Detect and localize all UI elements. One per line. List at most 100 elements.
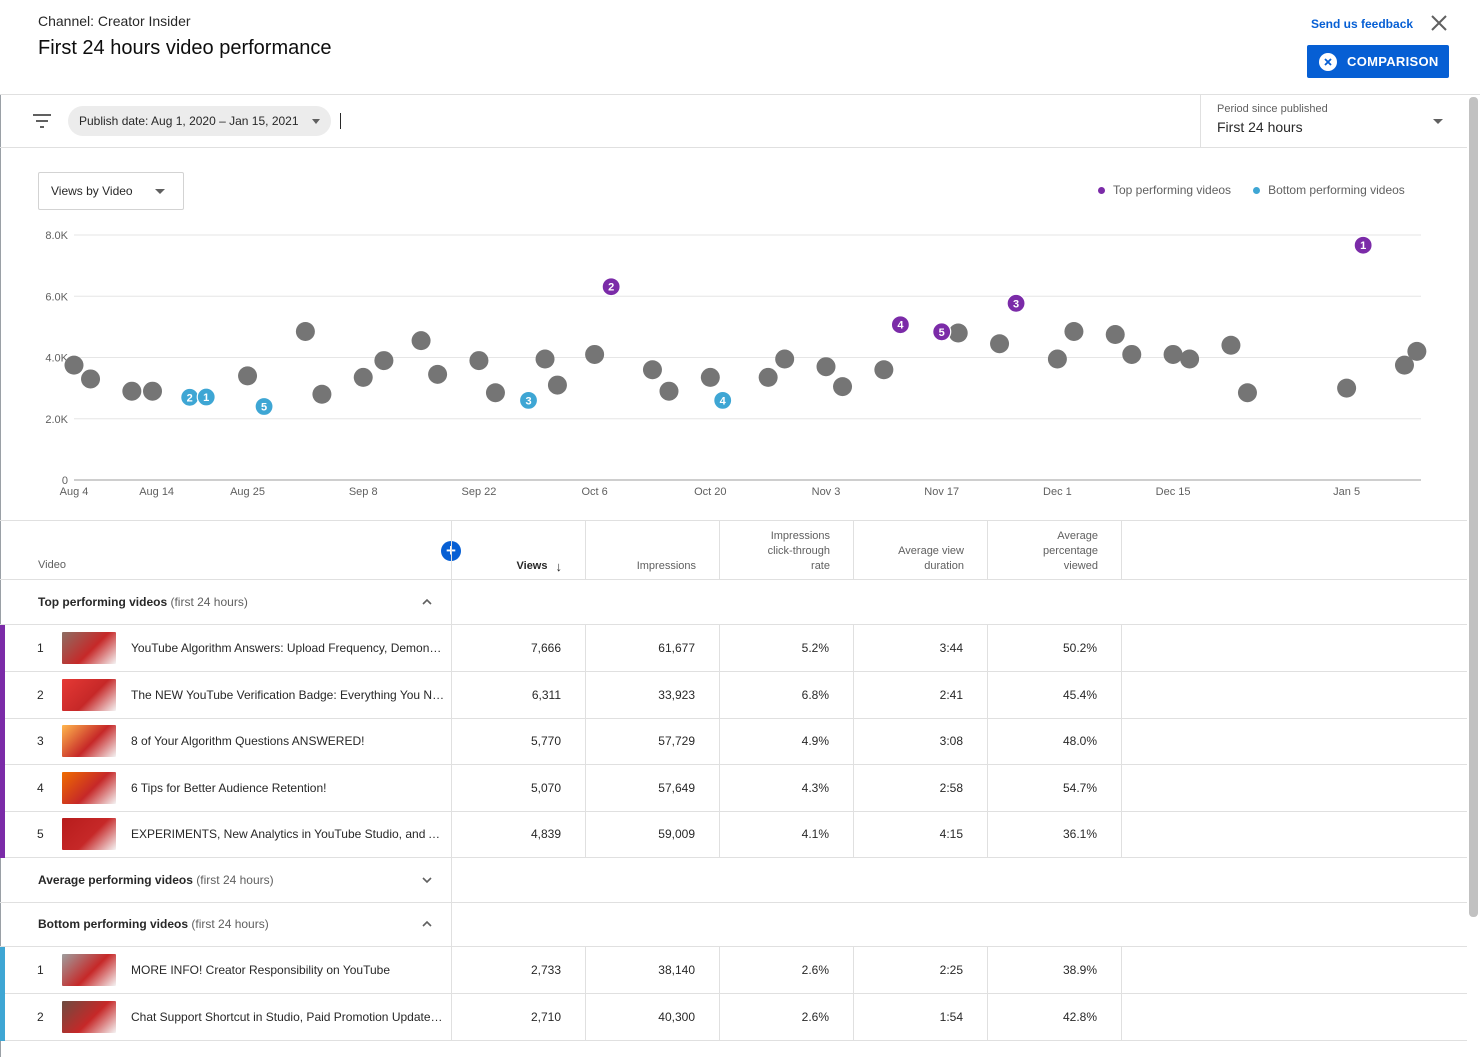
- data-point-bottom-1[interactable]: 1: [196, 387, 216, 407]
- data-point[interactable]: [353, 367, 373, 387]
- table-row[interactable]: 1 YouTube Algorithm Answers: Upload Freq…: [0, 625, 1467, 672]
- video-title[interactable]: The NEW YouTube Verification Badge: Ever…: [131, 687, 446, 702]
- video-thumbnail[interactable]: [62, 678, 116, 711]
- column-header-avd[interactable]: Average view duration: [853, 521, 987, 580]
- video-table: Video + Views ↓ Impressions Impressions …: [0, 520, 1467, 1057]
- video-thumbnail[interactable]: [62, 771, 116, 804]
- data-point[interactable]: [642, 360, 662, 380]
- data-point-bottom-2[interactable]: 2: [180, 387, 200, 407]
- table-row[interactable]: 2 Chat Support Shortcut in Studio, Paid …: [0, 993, 1467, 1041]
- metric-dropdown[interactable]: Views by Video: [38, 172, 184, 210]
- data-point[interactable]: [1394, 355, 1414, 375]
- data-point-bottom-3[interactable]: 3: [518, 390, 539, 410]
- group-row-average[interactable]: Average performing videos (first 24 hour…: [0, 858, 1467, 903]
- data-point-bottom-4[interactable]: 4: [713, 390, 733, 410]
- data-point[interactable]: [143, 381, 163, 401]
- x-tick-label: Aug 14: [139, 486, 174, 498]
- data-point[interactable]: [758, 367, 778, 387]
- data-point[interactable]: [1237, 383, 1257, 403]
- data-point[interactable]: [469, 351, 489, 371]
- close-icon[interactable]: [1428, 12, 1450, 34]
- data-point-bottom-5[interactable]: 5: [254, 396, 274, 417]
- cell-avd: 2:58: [853, 764, 987, 812]
- video-thumbnail[interactable]: [62, 818, 116, 850]
- legend-dot-top: [1098, 186, 1105, 194]
- data-point[interactable]: [659, 381, 679, 401]
- page-scrollbar[interactable]: [1469, 97, 1478, 917]
- table-row[interactable]: 1 MORE INFO! Creator Responsibility on Y…: [0, 947, 1467, 994]
- data-point[interactable]: [411, 331, 431, 351]
- table-row[interactable]: 5 EXPERIMENTS, New Analytics in YouTube …: [0, 811, 1467, 858]
- send-feedback-link[interactable]: Send us feedback: [1311, 17, 1414, 31]
- column-header-views[interactable]: Views ↓: [451, 521, 585, 580]
- data-point[interactable]: [700, 367, 720, 387]
- publish-date-filter-chip[interactable]: Publish date: Aug 1, 2020 – Jan 15, 2021: [68, 106, 331, 136]
- table-row[interactable]: 4 6 Tips for Better Audience Retention! 5…: [0, 764, 1467, 812]
- table-row[interactable]: 3 8 of Your Algorithm Questions ANSWERED…: [0, 718, 1467, 765]
- data-point[interactable]: [64, 355, 84, 375]
- data-point[interactable]: [295, 321, 315, 341]
- data-point[interactable]: [547, 375, 567, 395]
- data-point[interactable]: [585, 344, 605, 364]
- group-row-top[interactable]: Top performing videos (first 24 hours): [0, 580, 1467, 625]
- data-point[interactable]: [1407, 341, 1427, 361]
- data-point-top-5[interactable]: 5: [932, 322, 952, 342]
- data-point[interactable]: [833, 377, 853, 397]
- period-select[interactable]: Period since published First 24 hours: [1200, 95, 1467, 148]
- cell-views: 2,733: [451, 947, 585, 994]
- data-point[interactable]: [485, 383, 505, 403]
- video-title[interactable]: EXPERIMENTS, New Analytics in YouTube St…: [131, 827, 446, 841]
- data-point[interactable]: [874, 360, 894, 380]
- data-point-top-2[interactable]: 2: [601, 277, 621, 297]
- data-point[interactable]: [312, 384, 332, 404]
- metric-dropdown-label: Views by Video: [51, 184, 133, 198]
- video-title[interactable]: 6 Tips for Better Audience Retention!: [131, 780, 327, 795]
- data-point[interactable]: [374, 351, 394, 371]
- data-point-top-1[interactable]: 1: [1353, 235, 1373, 255]
- data-point[interactable]: [816, 357, 836, 377]
- data-point-top-4[interactable]: 4: [890, 315, 910, 335]
- group-title-bottom: Bottom performing videos (first 24 hours…: [38, 917, 269, 931]
- video-thumbnail[interactable]: [62, 725, 116, 757]
- cell-apv: 38.9%: [987, 947, 1121, 994]
- data-point[interactable]: [948, 323, 968, 343]
- data-point-top-3[interactable]: 3: [1006, 293, 1026, 313]
- chevron-down-icon: [1433, 119, 1443, 124]
- data-point[interactable]: [775, 349, 795, 369]
- data-point[interactable]: [990, 334, 1010, 354]
- video-title[interactable]: MORE INFO! Creator Responsibility on You…: [131, 963, 391, 977]
- data-point[interactable]: [1064, 321, 1084, 341]
- data-point[interactable]: [535, 349, 555, 369]
- column-header-impressions[interactable]: Impressions: [585, 521, 719, 580]
- data-point[interactable]: [1105, 325, 1125, 345]
- data-point[interactable]: [1122, 344, 1142, 364]
- page-header: Channel: Creator Insider First 24 hours …: [0, 0, 1480, 95]
- data-point[interactable]: [1163, 344, 1183, 364]
- video-thumbnail[interactable]: [62, 1000, 116, 1033]
- column-header-ctr[interactable]: Impressions click-through rate: [719, 521, 853, 580]
- data-point[interactable]: [428, 364, 448, 384]
- cell-impressions: 57,649: [585, 764, 719, 812]
- data-point[interactable]: [122, 381, 142, 401]
- comparison-button[interactable]: COMPARISON: [1307, 45, 1449, 78]
- data-point[interactable]: [238, 366, 258, 386]
- window-edge: [0, 0, 1, 1057]
- group-row-bottom[interactable]: Bottom performing videos (first 24 hours…: [0, 902, 1467, 947]
- filter-icon[interactable]: [32, 113, 52, 129]
- video-thumbnail[interactable]: [62, 954, 116, 986]
- cell-views: 2,710: [451, 993, 585, 1041]
- data-point[interactable]: [1180, 349, 1200, 369]
- data-point[interactable]: [1337, 378, 1357, 398]
- data-point[interactable]: [1047, 349, 1067, 369]
- data-point[interactable]: [81, 369, 101, 389]
- data-point[interactable]: [1221, 335, 1241, 355]
- table-row[interactable]: 2 The NEW YouTube Verification Badge: Ev…: [0, 671, 1467, 719]
- data-point-rank-label: 5: [261, 402, 267, 414]
- column-header-apv[interactable]: Average percentage viewed: [987, 521, 1121, 580]
- video-title[interactable]: Chat Support Shortcut in Studio, Paid Pr…: [131, 1009, 446, 1024]
- video-title[interactable]: 8 of Your Algorithm Questions ANSWERED!: [131, 734, 365, 748]
- video-thumbnail[interactable]: [62, 632, 116, 664]
- cell-views: 5,070: [451, 764, 585, 812]
- video-title[interactable]: YouTube Algorithm Answers: Upload Freque…: [131, 641, 446, 655]
- cancel-comparison-icon: [1319, 52, 1337, 71]
